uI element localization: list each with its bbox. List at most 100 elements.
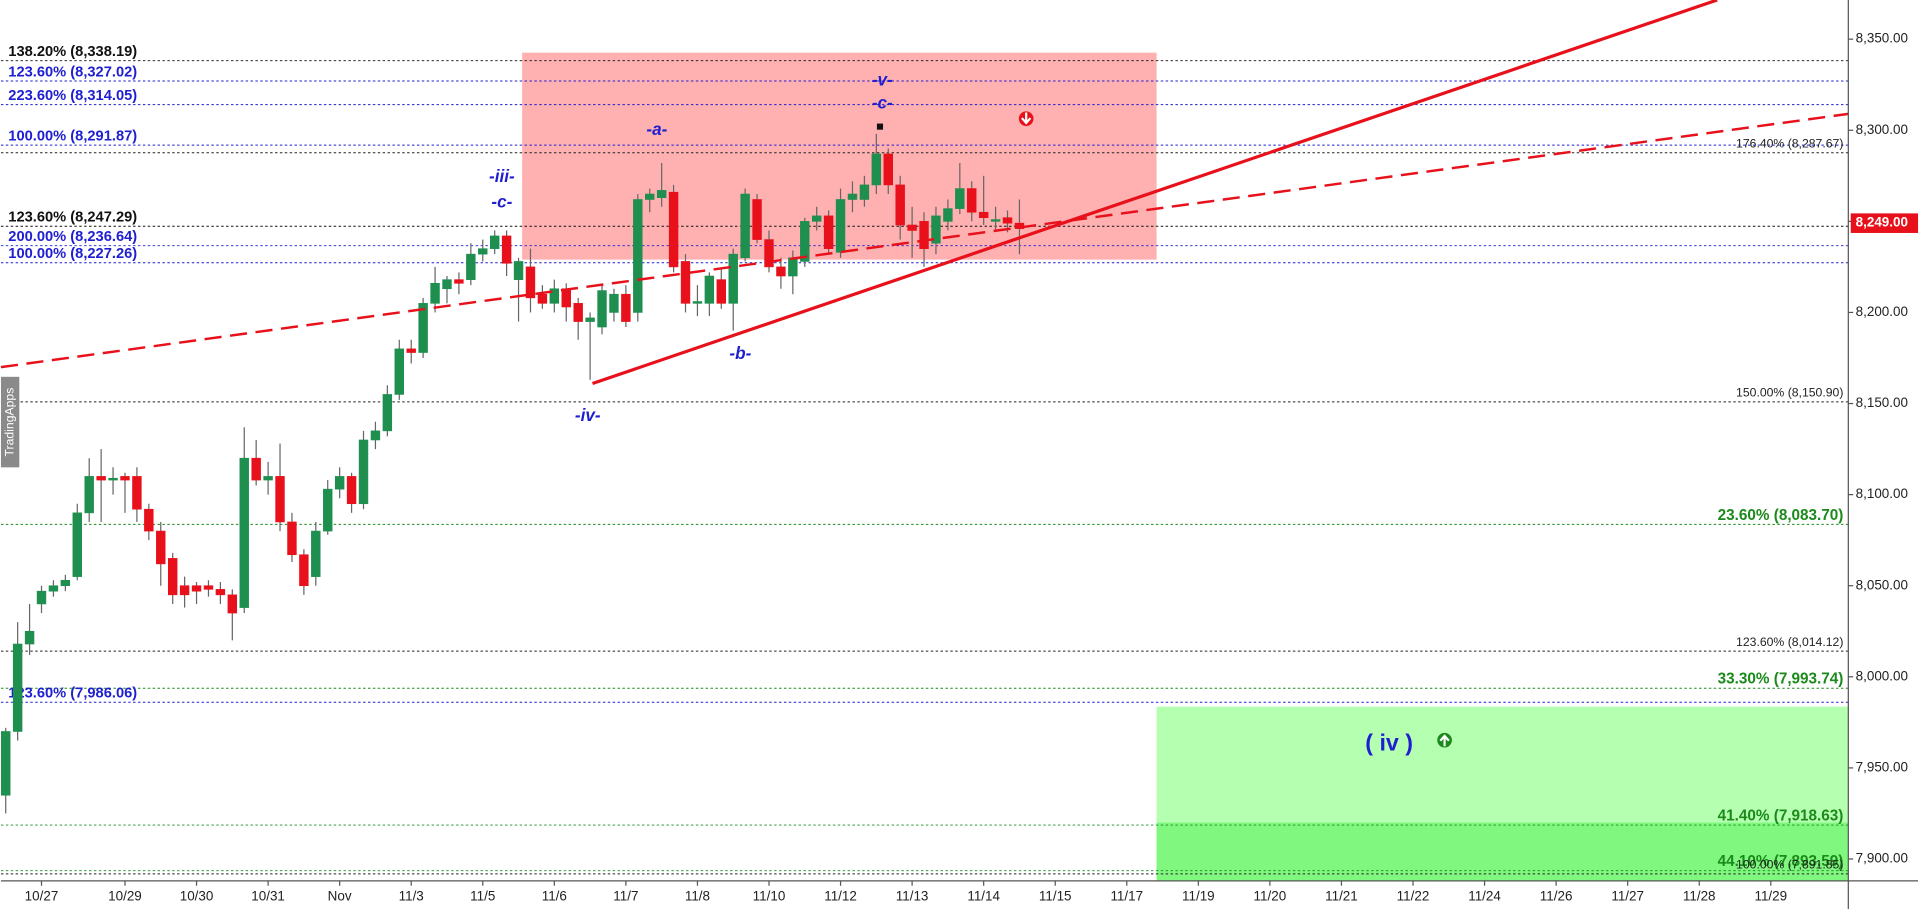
candle-body	[299, 554, 309, 587]
x-tick-label: 10/29	[108, 888, 142, 903]
last-price-label: 8,249.00	[1856, 215, 1908, 230]
y-tick-label: 8,350.00	[1856, 31, 1908, 46]
candle-body	[167, 558, 178, 596]
candle-body	[311, 530, 321, 577]
candle-body	[442, 279, 452, 290]
candle-body	[585, 317, 595, 322]
candle-body	[108, 477, 118, 481]
level-label: 44.10% (7,893.59)	[1718, 853, 1844, 870]
candle-body	[621, 293, 631, 322]
level-label: 200.00% (8,236.64)	[8, 229, 137, 245]
y-tick-label: 7,950.00	[1856, 759, 1908, 774]
x-tick-label: 11/14	[967, 888, 1000, 903]
candle-body	[800, 221, 810, 262]
candle-body	[501, 235, 512, 264]
x-tick-label: Nov	[328, 888, 352, 903]
candle-body	[48, 585, 59, 592]
candle-body	[955, 188, 965, 209]
candle-body	[156, 530, 166, 565]
level-label: 150.00% (8,150.90)	[1736, 386, 1843, 400]
x-tick-label: 11/19	[1182, 888, 1215, 903]
watermark-bg	[0, 376, 20, 468]
level-label: 123.60% (8,327.02)	[8, 64, 137, 80]
x-tick-label: 11/27	[1611, 888, 1644, 903]
candle-body	[967, 188, 977, 213]
candle-body	[84, 476, 94, 514]
candle-body	[561, 288, 571, 308]
candle-body	[275, 476, 285, 523]
candle-body	[847, 193, 858, 200]
candle-body	[871, 153, 882, 186]
watermark: TradingApps	[0, 376, 20, 468]
candle-body	[346, 476, 357, 505]
candle-body	[740, 193, 750, 259]
level-label: 123.60% (8,247.29)	[8, 210, 137, 226]
x-tick-label: 11/7	[613, 888, 638, 903]
candle-body	[215, 589, 226, 596]
wave-label: -c-	[491, 193, 512, 212]
candle-body	[323, 488, 333, 532]
candle-body	[12, 643, 23, 732]
candle-body	[418, 303, 428, 353]
candle-body	[549, 288, 560, 304]
level-label: 100.00% (8,227.26)	[8, 246, 137, 262]
level-label: 100.00% (7,891.85)	[1736, 858, 1843, 872]
y-tick-label: 8,000.00	[1856, 668, 1908, 683]
candle-body	[263, 476, 273, 481]
candle-body	[489, 235, 500, 249]
candle-body	[334, 476, 345, 490]
wave-label: -iii-	[489, 167, 515, 186]
candle-body	[811, 215, 822, 222]
candle-body	[72, 512, 82, 577]
candle-body	[191, 585, 202, 592]
candle-body	[203, 585, 214, 590]
x-tick-label: 11/3	[399, 888, 424, 903]
candle-body	[704, 275, 715, 304]
candle-body	[633, 199, 643, 313]
candle-body	[835, 199, 846, 253]
candle-body	[179, 585, 190, 596]
x-tick-label: 11/15	[1039, 888, 1072, 903]
candle-body	[120, 476, 130, 481]
level-label: 41.40% (7,918.63)	[1718, 808, 1844, 825]
x-tick-label: 10/27	[25, 888, 59, 903]
y-tick-label: 8,150.00	[1856, 395, 1908, 410]
watermark-text: TradingApps	[2, 388, 16, 457]
candle-body	[144, 508, 154, 532]
x-tick-label: 11/5	[470, 888, 495, 903]
candle-body	[645, 193, 655, 200]
candle-body	[406, 348, 416, 353]
annotations: -iii- -c- -iv- -a- -b- -v- -c- ( iv )	[489, 71, 1413, 756]
candles	[1, 133, 1025, 814]
y-tick-label: 8,050.00	[1856, 577, 1908, 592]
candle-body	[454, 279, 464, 284]
x-tick-label: 11/24	[1468, 888, 1501, 903]
sell-arrow-icon	[1021, 112, 1032, 125]
level-label: 123.60% (7,986.06)	[8, 686, 137, 702]
candle-body	[668, 191, 679, 268]
candle-body	[764, 239, 774, 268]
signal-arrows	[876, 111, 1452, 748]
y-tick-label: 8,200.00	[1856, 304, 1908, 319]
trendlines	[0, 0, 1849, 386]
level-label: 33.30% (7,993.74)	[1718, 671, 1844, 688]
candle-body	[239, 457, 249, 608]
x-tick-label: 11/20	[1254, 888, 1287, 903]
candle-body	[907, 224, 917, 231]
x-tick-label: 10/30	[180, 888, 214, 903]
x-tick-label: 11/12	[824, 888, 857, 903]
candle-body	[752, 199, 762, 240]
y-tick-label: 8,300.00	[1856, 122, 1908, 137]
candle-body	[430, 282, 440, 304]
candle-body	[382, 394, 393, 432]
level-label: 23.60% (8,083.70)	[1718, 507, 1844, 524]
candle-body	[680, 261, 691, 304]
level-label: 123.60% (8,014.12)	[1736, 635, 1843, 649]
x-tick-label: 11/22	[1397, 888, 1430, 903]
candle-body	[251, 457, 261, 481]
candle-body	[990, 219, 1001, 222]
candle-body	[370, 430, 381, 441]
y-tick-label: 7,900.00	[1856, 851, 1908, 866]
